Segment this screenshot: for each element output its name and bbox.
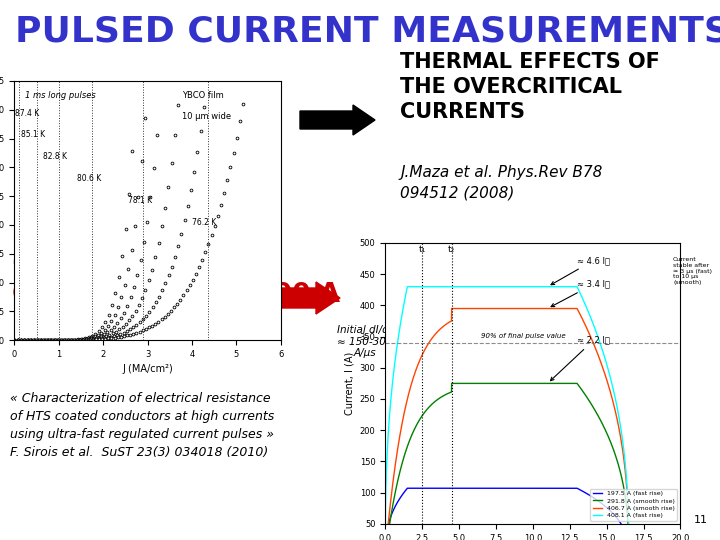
291.8 A (smooth rise) <box>525 380 534 387</box>
291.8 A (smooth rise) <box>447 380 456 387</box>
Text: 87.4 K: 87.4 K <box>15 109 39 118</box>
Text: t₂: t₂ <box>448 245 455 254</box>
408.1 A (fast rise) <box>613 408 622 414</box>
406.7 A (smooth rise) <box>447 305 456 312</box>
FancyArrow shape <box>300 105 375 135</box>
Text: 85.1 K: 85.1 K <box>21 131 45 139</box>
Text: Currents up to 1000 A: Currents up to 1000 A <box>12 282 340 308</box>
Text: ≈ 4.6 Iᰀ: ≈ 4.6 Iᰀ <box>551 256 610 285</box>
197.5 A (fast rise) <box>525 485 534 491</box>
Line: 406.7 A (smooth rise): 406.7 A (smooth rise) <box>385 308 680 540</box>
Text: ) !: ) ! <box>163 315 197 341</box>
X-axis label: J (MA/cm²): J (MA/cm²) <box>122 364 173 374</box>
Text: 82.8 K: 82.8 K <box>43 152 67 161</box>
Text: ≈ 2.2 Iᰀ: ≈ 2.2 Iᰀ <box>551 336 610 381</box>
408.1 A (fast rise) <box>517 284 526 290</box>
408.1 A (fast rise) <box>525 284 534 290</box>
406.7 A (smooth rise) <box>525 305 534 312</box>
Text: PULSED CURRENT MEASUREMENTS: PULSED CURRENT MEASUREMENTS <box>15 15 720 49</box>
Text: 11: 11 <box>694 515 708 525</box>
406.7 A (smooth rise) <box>517 305 526 312</box>
197.5 A (fast rise) <box>517 485 526 491</box>
Text: 80.6 K: 80.6 K <box>76 174 101 183</box>
197.5 A (fast rise) <box>403 485 412 491</box>
FancyArrow shape <box>255 282 340 314</box>
Text: 76.2 K: 76.2 K <box>192 218 216 227</box>
Y-axis label: Current, I (A): Current, I (A) <box>344 352 354 415</box>
Text: t₁: t₁ <box>418 245 426 254</box>
Legend: 197.5 A (fast rise), 291.8 A (smooth rise), 406.7 A (smooth rise), 408.1 A (fast: 197.5 A (fast rise), 291.8 A (smooth ris… <box>590 489 678 521</box>
408.1 A (fast rise) <box>396 322 405 328</box>
Text: ≈ 3.4 Iᰀ: ≈ 3.4 Iᰀ <box>551 280 610 307</box>
Text: Current
stable after
≈ 3 μs (fast)
to 10 μs
(smooth): Current stable after ≈ 3 μs (fast) to 10… <box>673 257 712 285</box>
Text: 3-10μs RISE TIME: 3-10μs RISE TIME <box>12 245 271 271</box>
Text: 90% of final pulse value: 90% of final pulse value <box>481 333 566 339</box>
Line: 197.5 A (fast rise): 197.5 A (fast rise) <box>385 488 680 540</box>
Text: 1 ms long pulses: 1 ms long pulses <box>25 91 96 100</box>
408.1 A (fast rise) <box>403 284 412 290</box>
Text: « Characterization of electrical resistance
of HTS coated conductors at high cur: « Characterization of electrical resista… <box>10 392 274 459</box>
406.7 A (smooth rise) <box>396 430 405 436</box>
Line: 291.8 A (smooth rise): 291.8 A (smooth rise) <box>385 383 680 540</box>
Line: 408.1 A (fast rise): 408.1 A (fast rise) <box>385 287 680 540</box>
Text: C: C <box>152 293 166 312</box>
Text: THERMAL EFFECTS OF
THE OVERCRITICAL
CURRENTS: THERMAL EFFECTS OF THE OVERCRITICAL CURR… <box>400 52 660 122</box>
Text: 78.1 K: 78.1 K <box>127 196 152 205</box>
Text: Initial dI/dt
≈ 150-300
A/μs: Initial dI/dt ≈ 150-300 A/μs <box>337 325 393 358</box>
291.8 A (smooth rise) <box>517 380 526 387</box>
Text: F. Sirois – EUCAS 2009: F. Sirois – EUCAS 2009 <box>484 516 577 525</box>
197.5 A (fast rise) <box>396 495 405 501</box>
406.7 A (smooth rise) <box>613 419 622 426</box>
291.8 A (smooth rise) <box>613 460 622 466</box>
Text: (i.e. 10 x I: (i.e. 10 x I <box>40 315 190 341</box>
291.8 A (smooth rise) <box>396 467 405 474</box>
Text: J.Maza et al. Phys.Rev B78
094512 (2008): J.Maza et al. Phys.Rev B78 094512 (2008) <box>400 165 603 201</box>
Text: 10 μm wide: 10 μm wide <box>182 112 231 121</box>
197.5 A (fast rise) <box>613 516 622 522</box>
Text: YBCO film: YBCO film <box>182 91 224 100</box>
